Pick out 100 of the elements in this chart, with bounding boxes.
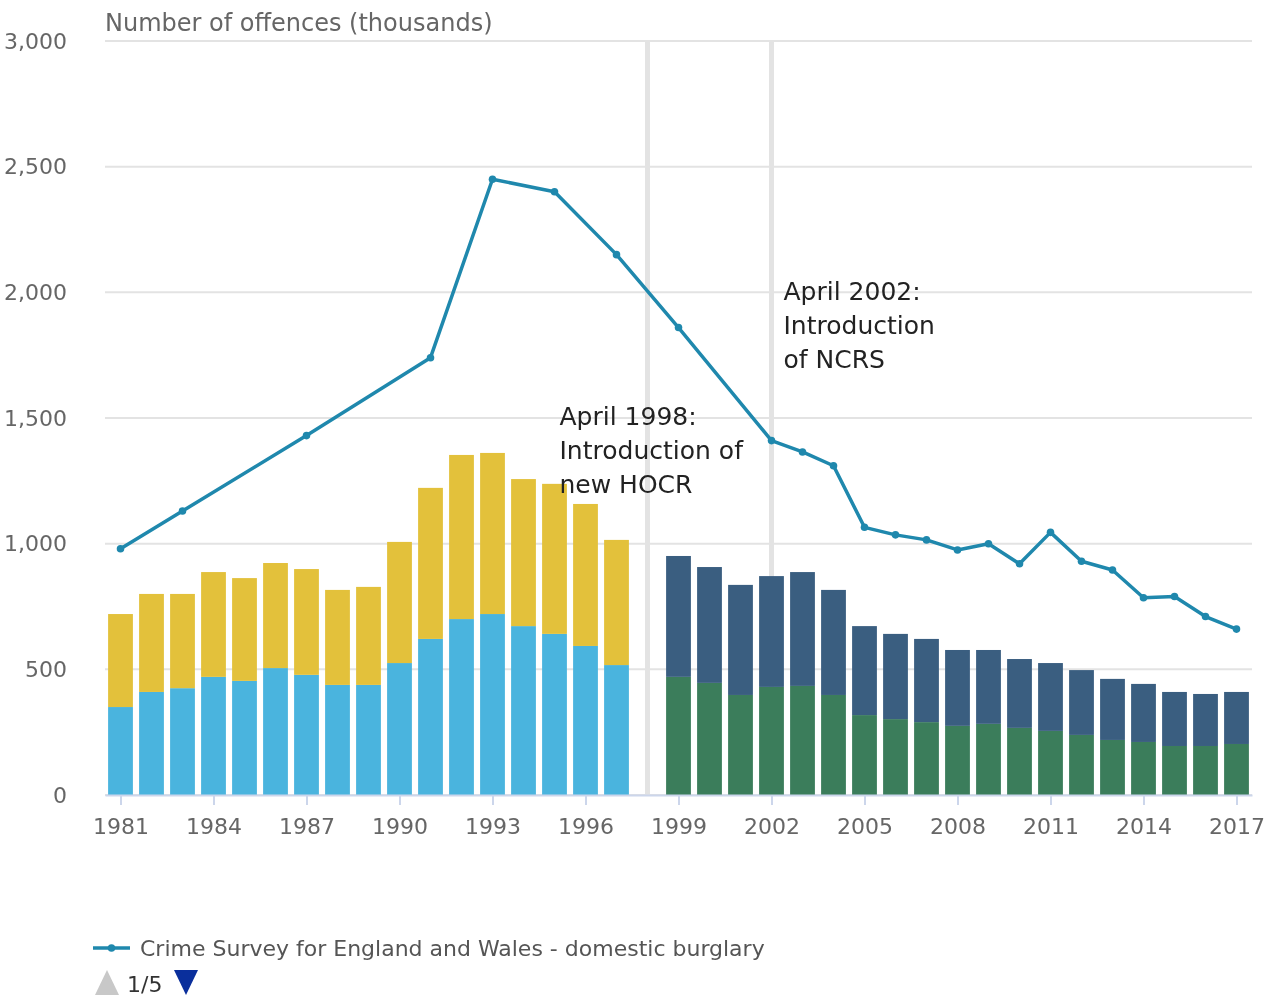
x-tick-label: 2008 — [930, 814, 986, 840]
point — [953, 546, 962, 554]
bar — [511, 479, 536, 627]
point — [891, 531, 900, 539]
x-tick-label: 1981 — [93, 814, 149, 840]
x-tick-label: 1984 — [186, 814, 242, 840]
bar — [418, 638, 443, 795]
bar — [604, 665, 629, 795]
x-tick-label: 2017 — [1209, 814, 1265, 840]
bar — [573, 503, 598, 646]
bar — [1131, 741, 1156, 795]
bar — [821, 694, 846, 795]
bar — [914, 638, 939, 723]
point — [1046, 528, 1055, 537]
point — [550, 188, 559, 196]
point — [178, 507, 187, 515]
point — [1139, 593, 1148, 602]
bar — [139, 691, 164, 795]
bar — [1224, 743, 1249, 795]
bar — [945, 725, 970, 795]
bar — [356, 586, 381, 685]
bar — [852, 626, 877, 716]
point — [612, 250, 621, 259]
bar — [1162, 745, 1187, 795]
x-tick-label: 1987 — [279, 814, 335, 840]
bar — [1100, 739, 1125, 795]
bar — [697, 567, 722, 683]
bar — [139, 593, 164, 692]
y-tick-label: 500 — [25, 656, 67, 682]
point — [767, 436, 776, 445]
y-axis-title: Number of offences (thousands) — [105, 9, 493, 37]
bar — [294, 674, 319, 795]
bar — [759, 686, 784, 795]
point — [922, 536, 931, 544]
bar — [511, 626, 536, 795]
point — [1170, 592, 1179, 601]
bar — [325, 684, 350, 795]
bar — [728, 694, 753, 795]
bar — [883, 633, 908, 720]
bar — [573, 645, 598, 795]
x-tick-label: 1996 — [558, 814, 614, 840]
x-tick-label: 2005 — [837, 814, 893, 840]
bar — [1193, 693, 1218, 746]
bar — [1100, 678, 1125, 740]
bar — [170, 688, 195, 795]
bar — [1193, 745, 1218, 795]
bar — [387, 663, 412, 795]
bar — [542, 633, 567, 795]
legend-label: Crime Survey for England and Wales - domestic burglary — [140, 936, 765, 961]
point — [860, 523, 869, 532]
bar — [666, 676, 691, 795]
y-tick-label: 1,000 — [4, 531, 67, 557]
y-tick-label: 3,000 — [4, 28, 67, 54]
bar — [480, 614, 505, 795]
bar — [852, 715, 877, 795]
bar — [387, 541, 412, 664]
bar — [1038, 663, 1063, 731]
bar — [201, 676, 226, 795]
point — [488, 175, 497, 184]
bar — [480, 452, 505, 615]
bar — [976, 723, 1001, 795]
bar — [1069, 670, 1094, 735]
point — [1108, 566, 1117, 574]
x-tick-label: 1993 — [465, 814, 521, 840]
bar — [449, 619, 474, 795]
bar — [728, 584, 753, 695]
bar — [201, 572, 226, 677]
bar — [759, 576, 784, 687]
bar — [325, 589, 350, 685]
bar — [170, 593, 195, 689]
bar — [108, 614, 133, 708]
bar — [883, 719, 908, 795]
point — [116, 544, 125, 553]
point — [674, 323, 683, 332]
bar — [449, 454, 474, 620]
bar — [356, 684, 381, 795]
point — [829, 461, 838, 470]
y-tick-label: 0 — [53, 782, 67, 808]
bar — [914, 722, 939, 795]
bar — [1069, 734, 1094, 795]
x-tick-label: 1990 — [372, 814, 428, 840]
bar — [1131, 683, 1156, 742]
bar — [697, 682, 722, 795]
y-tick-label: 1,500 — [4, 405, 67, 431]
bar — [1224, 691, 1249, 744]
bar — [666, 555, 691, 677]
bar — [294, 569, 319, 675]
ref-line-label: April 2002: Introduction of NCRS — [783, 277, 935, 374]
point — [1015, 560, 1024, 568]
point — [1077, 557, 1086, 566]
bar — [1007, 727, 1032, 795]
bar — [263, 563, 288, 669]
bar — [232, 680, 257, 795]
bar — [976, 649, 1001, 724]
bar — [945, 649, 970, 726]
text: 1/5 — [127, 972, 163, 997]
point — [302, 431, 311, 440]
y-tick-label: 2,000 — [4, 279, 67, 305]
x-tick-label: 2014 — [1116, 814, 1172, 840]
ref-line-label: April 1998: Introduction of new HOCR — [559, 402, 745, 499]
